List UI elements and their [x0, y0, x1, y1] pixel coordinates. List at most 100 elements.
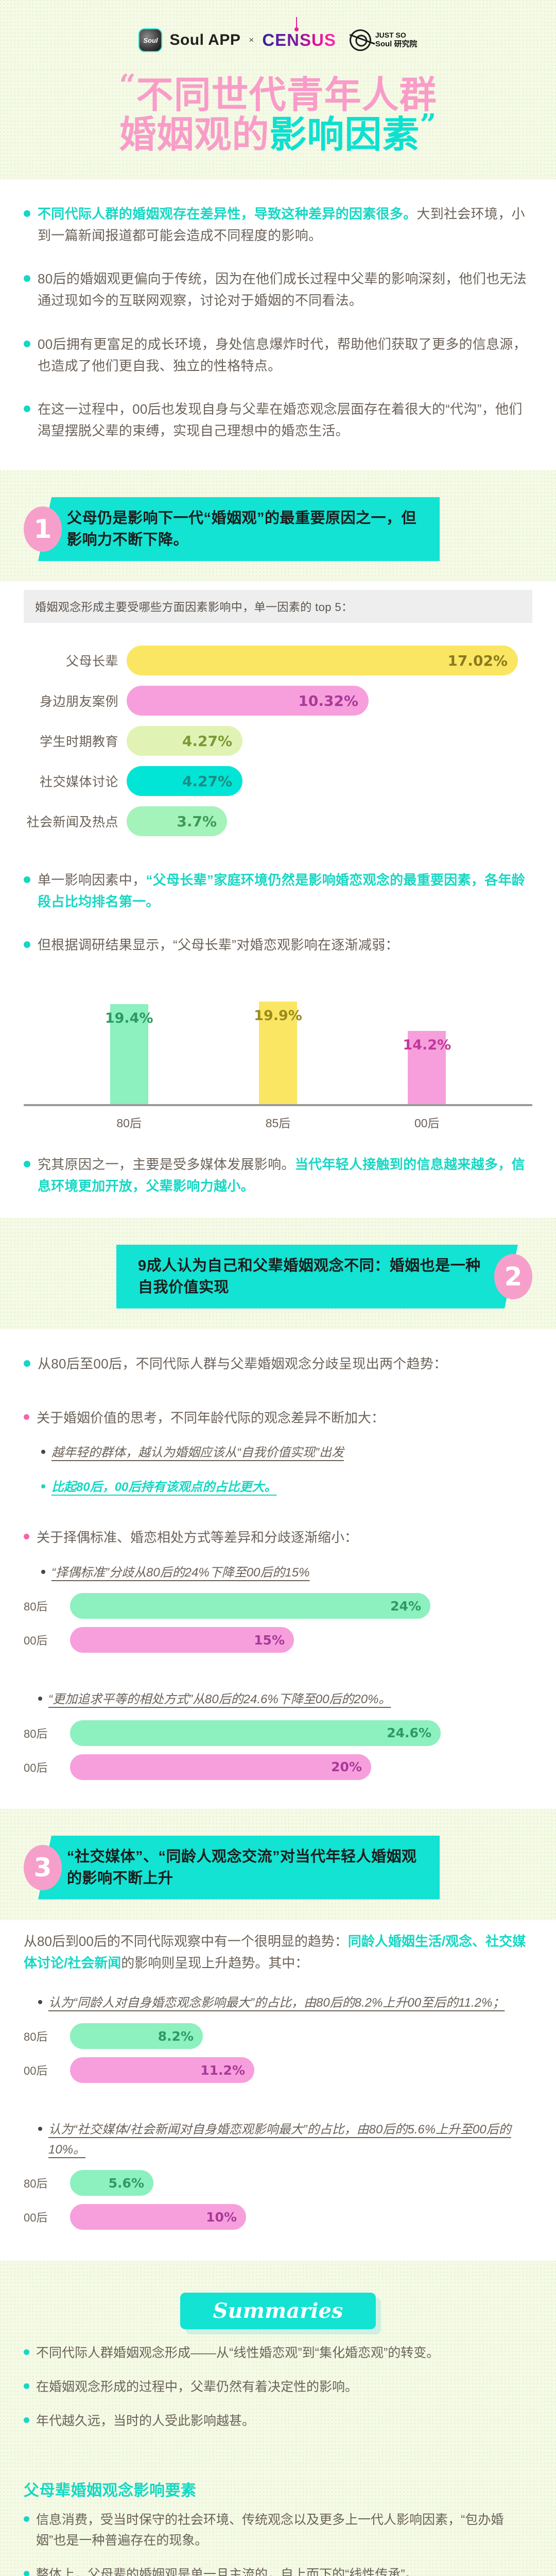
- trend-item: 比起80后，00后持有该观点的占比更大。: [24, 1478, 532, 1497]
- section-2-title: 9成人认为自己和父辈婚姻观念不同：婚姻也是一种自我价值实现: [116, 1245, 518, 1309]
- bullet-highlight: “父母长辈”家庭环境仍然是影响婚恋观念的最重要因素，各年龄段占比均排名第一。: [38, 872, 526, 910]
- intro-bullet-text: 大到社会环境，小到一篇新闻报道都可能会造成不同程度的影响。: [38, 206, 525, 244]
- bar-value: 10%: [70, 2204, 246, 2230]
- summary-text: 不同代际人群婚姻观念形成——从“线性婚恋观”到“集化婚恋观”的转变。: [36, 2346, 440, 2361]
- just-so-soul-ring-icon: [346, 26, 374, 54]
- summary-text: 整体上，父母辈的婚姻观是单一且主流的，自上而下的“线性传承”。: [36, 2567, 418, 2576]
- bullet-lead: 究其原因之一，主要是受多媒体发展影响。: [38, 1157, 295, 1173]
- chart-peer-influence: 80后 8.2% 00后 11.2%: [0, 2020, 556, 2100]
- intro-bullet-text: 80后的婚姻观更偏向于传统，因为在他们成长过程中父辈的影响深刻，他们也无法通过现…: [38, 271, 527, 309]
- title-text-1: 不同世代青年人群: [136, 73, 437, 116]
- title-text-2b: 影响因素: [269, 113, 420, 157]
- trend-item-text: 越年轻的群体，越认为婚姻应该从“自我价值实现”出发: [51, 1446, 344, 1460]
- summary-group-title: 父母辈婚姻观念影响要素: [24, 2482, 197, 2500]
- collab-times-icon: ×: [249, 35, 254, 45]
- bar-value: 24%: [70, 1593, 430, 1619]
- summary-item: 信息消费，受当时保守的社会环境、传统观念以及更多上一代人影响因素，“包办婚姻”也…: [24, 2510, 532, 2551]
- chart-top5-factors: 父母长辈 17.02% 身边朋友案例 10.32% 学生时期教育 4.27% 社…: [0, 628, 556, 862]
- bar-value: 20%: [70, 1754, 371, 1780]
- summary-text: 在婚姻观念形成的过程中，父辈仍然有着决定性的影响。: [36, 2380, 358, 2395]
- bar-value: 15%: [70, 1627, 294, 1653]
- section-3-sub-2: 认为“社交媒体/社会新闻对自身婚恋观影响最大”的占比，由80后的5.6%上升至0…: [0, 2100, 556, 2160]
- section-1-header: 1 父母仍是影响下一代“婚姻观”的最重要原因之一，但影响力不断下降。: [0, 470, 556, 582]
- title-line-1: “不同世代青年人群: [13, 71, 543, 116]
- bullet-lead: 单一影响因素中，: [38, 872, 146, 888]
- intro-bullet-text: 00后拥有更富足的成长环境，身处信息爆炸时代，帮助他们获取了更多的信息源，也造成…: [38, 336, 527, 374]
- section-3-paragraph: 从80后到00后的不同代际观察中有一个很明显的趋势：同龄人婚姻生活/观念、社交媒…: [0, 1920, 556, 1974]
- trend-item: “择偶标准”分歧从80后的24%下降至00后的15%: [24, 1563, 532, 1583]
- bar-label: 00后: [24, 1761, 48, 1774]
- page-title: “不同世代青年人群 婚姻观的影响因素”: [0, 70, 556, 180]
- bullet-dot-icon: [24, 210, 30, 217]
- trend-title: 关于择偶标准、婚恋相处方式等差异和分歧逐渐缩小：: [24, 1527, 532, 1549]
- logo-row: Soul Soul APP × CENSUS JUST SO Soul 研究院: [0, 17, 556, 54]
- para-highlight: 同龄人婚姻生活/观念、社交媒体讨论/社会新闻: [24, 1933, 526, 1971]
- section-2-trend-1: 关于婚姻价值的思考，不同年龄代际的观念差异不断加大： 越年轻的群体，越认为婚姻应…: [0, 1385, 556, 1497]
- title-text-2a: 婚姻观的: [119, 113, 270, 157]
- bar-value: 4.27%: [127, 766, 242, 796]
- bullet-dot-icon: [24, 2571, 29, 2576]
- chart-row: 00后 10%: [24, 2204, 532, 2230]
- title-line-2: 婚姻观的影响因素”: [13, 110, 543, 157]
- chart-mate-standard-divergence: 80后 24% 00后 15%: [0, 1590, 556, 1670]
- trend-item: 越年轻的群体，越认为婚姻应该从“自我价值实现”出发: [24, 1443, 532, 1463]
- intro-bullet: 00后拥有更富足的成长环境，身处信息爆炸时代，帮助他们获取了更多的信息源，也造成…: [24, 333, 532, 377]
- chart-row: 身边朋友案例 10.32%: [24, 686, 532, 716]
- summary-item: 整体上，父母辈的婚姻观是单一且主流的，自上而下的“线性传承”。: [24, 2564, 532, 2576]
- intro-bullet: 在这一过程中，00后也发现自身与父辈在婚恋观念层面存在着很大的“代沟”，他们渴望…: [24, 398, 532, 442]
- section-1-bullet: 究其原因之一，主要是受多媒体发展影响。当代年轻人接触到的信息越来越多，信息环境更…: [24, 1154, 532, 1197]
- bullet-dot-icon: [24, 405, 30, 412]
- bullet-dot-icon: [24, 2516, 29, 2522]
- bullet-text: 但根据调研结果显示，“父母长辈”对婚恋观影响在逐渐减弱：: [38, 937, 399, 953]
- bullet-dot-icon: [24, 941, 30, 948]
- bullet-dot-icon: [24, 2383, 29, 2389]
- bar-label: 身边朋友案例: [39, 694, 118, 709]
- page-header: Soul Soul APP × CENSUS JUST SO Soul 研究院: [0, 0, 556, 70]
- chart-equal-relationship: 80后 24.6% 00后 20%: [0, 1717, 556, 1809]
- soul-app-icon: Soul: [138, 28, 163, 52]
- intro-section: 不同代际人群的婚姻观存在差异性，导致这种差异的因素很多。大到社会环境，小到一篇新…: [0, 179, 556, 470]
- jts-line2: Soul 研究院: [375, 40, 418, 49]
- chart-row: 社会新闻及热点 3.7%: [24, 806, 532, 837]
- section-2-trend-2: 关于择偶标准、婚恋相处方式等差异和分歧逐渐缩小： “择偶标准”分歧从80后的24…: [0, 1504, 556, 1583]
- summaries-section: Summaries 不同代际人群婚姻观念形成——从“线性婚恋观”到“集化婚恋观”…: [0, 2261, 556, 2576]
- trend-item: 认为“社交媒体/社会新闻对自身婚恋观影响最大”的占比，由80后的5.6%上升至0…: [24, 2120, 532, 2160]
- summaries-heading: Summaries: [0, 2261, 556, 2334]
- intro-bullet-highlight: 不同代际人群的婚姻观存在差异性，导致这种差异的因素很多。: [38, 206, 417, 222]
- section-2-sub-2: “更加追求平等的相处方式”从80后的24.6%下降至00后的20%。: [0, 1670, 556, 1709]
- bullet-dot-icon: [24, 2417, 29, 2424]
- quote-open-icon: “: [119, 68, 136, 102]
- trend-item: 认为“同龄人对自身婚恋观念影响最大”的占比，由80后的8.2%上升00至后的11…: [24, 1993, 532, 2013]
- bar-value: 17.02%: [127, 646, 518, 676]
- intro-bullet: 不同代际人群的婚姻观存在差异性，导致这种差异的因素很多。大到社会环境，小到一篇新…: [24, 203, 532, 246]
- bullet-dot-icon: [24, 1360, 30, 1367]
- census-wordmark: CENSUS: [262, 17, 336, 50]
- intro-bullet-text: 在这一过程中，00后也发现自身与父辈在婚恋观念层面存在着很大的“代沟”，他们渴望…: [38, 401, 523, 438]
- section-3-header: 3 “社交媒体”、“同龄人观念交流”对当代年轻人婚姻观的影响不断上升: [0, 1808, 556, 1920]
- trend-item-text: “更加追求平等的相处方式”从80后的24.6%下降至00后的20%。: [48, 1692, 391, 1707]
- bullet-dot-icon: [41, 1569, 45, 1574]
- section-1-bullet: 但根据调研结果显示，“父母长辈”对婚恋观影响在逐渐减弱：: [24, 934, 532, 956]
- chart-parent-influence-by-generation: 19.4% 19.9% 14.2% 80后 85后 00后: [0, 962, 556, 1136]
- bar-label: 80后: [24, 1727, 48, 1740]
- just-so-soul-text: JUST SO Soul 研究院: [375, 31, 418, 49]
- chart-row: 80后 5.6%: [24, 2170, 532, 2196]
- bullet-dot-icon: [24, 275, 30, 282]
- bar-value: 19.4%: [105, 1004, 153, 1105]
- bullet-dot-icon: [38, 1697, 42, 1701]
- trend-text: 关于择偶标准、婚恋相处方式等差异和分歧逐渐缩小：: [37, 1530, 358, 1546]
- bar-value: 8.2%: [70, 2023, 203, 2049]
- section-2-lead: 从80后至00后，不同代际人群与父辈婚姻观念分歧呈现出两个趋势：: [24, 1353, 532, 1375]
- bar-value: 14.2%: [403, 1031, 451, 1105]
- trend-item-text: 认为“同龄人对自身婚恋观念影响最大”的占比，由80后的8.2%上升00至后的11…: [48, 1995, 505, 2010]
- chart-row: 00后 15%: [24, 1627, 532, 1653]
- bullet-dot-icon: [24, 1161, 30, 1168]
- bar-label: 社会新闻及热点: [26, 815, 118, 830]
- trend-item-text: 比起80后，00后持有该观点的占比更大。: [51, 1480, 277, 1494]
- bar-label: 80后: [24, 2030, 48, 2044]
- summary-item: 在婚姻观念形成的过程中，父辈仍然有着决定性的影响。: [24, 2377, 532, 2397]
- chart-row: 80后 24.6%: [24, 1720, 532, 1746]
- chart-row: 00后 20%: [24, 1754, 532, 1780]
- bar-value: 10.32%: [127, 686, 369, 716]
- soul-app-wordmark: Soul APP: [169, 31, 241, 48]
